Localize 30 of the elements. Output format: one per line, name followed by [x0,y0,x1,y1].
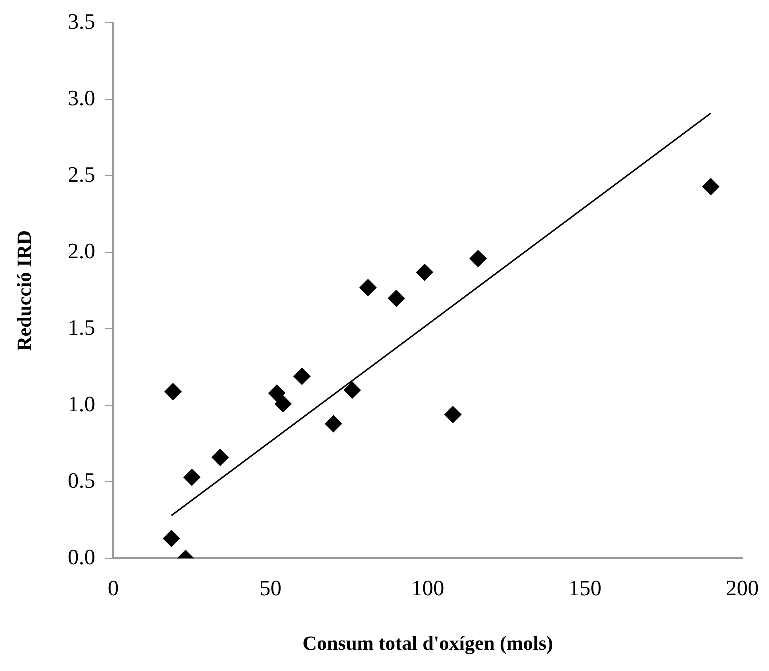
x-axis-title: Consum total d'oxígen (mols) [302,633,554,656]
x-tick-label: 0 [108,576,119,601]
y-tick-label: 2.5 [68,162,96,187]
point [274,396,292,413]
x-tick-label: 200 [726,576,759,601]
point [470,250,487,268]
point [268,384,286,402]
y-tick-label: 2.0 [68,238,96,264]
point [360,279,377,296]
x-tick-label: 100 [412,576,444,601]
point [164,383,182,400]
y-tick-label: 1.5 [68,314,96,340]
y-tick-label: 0.5 [68,468,96,493]
x-tick-label: 50 [260,576,282,601]
point [388,290,406,308]
point [702,178,720,196]
point [416,264,434,282]
point [344,382,362,399]
point [294,368,311,386]
y-axis-title: Reducció IRD [14,230,36,352]
point [212,449,229,466]
y-tick-label: 3.5 [68,8,96,34]
x-tick-label: 150 [568,576,602,601]
y-tick-label: 1.0 [68,391,96,416]
point [184,469,201,486]
point [444,406,462,424]
y-tick-label: 0.0 [68,544,96,570]
y-tick-label: 3.0 [68,85,96,110]
point [325,415,342,432]
point [163,530,180,548]
